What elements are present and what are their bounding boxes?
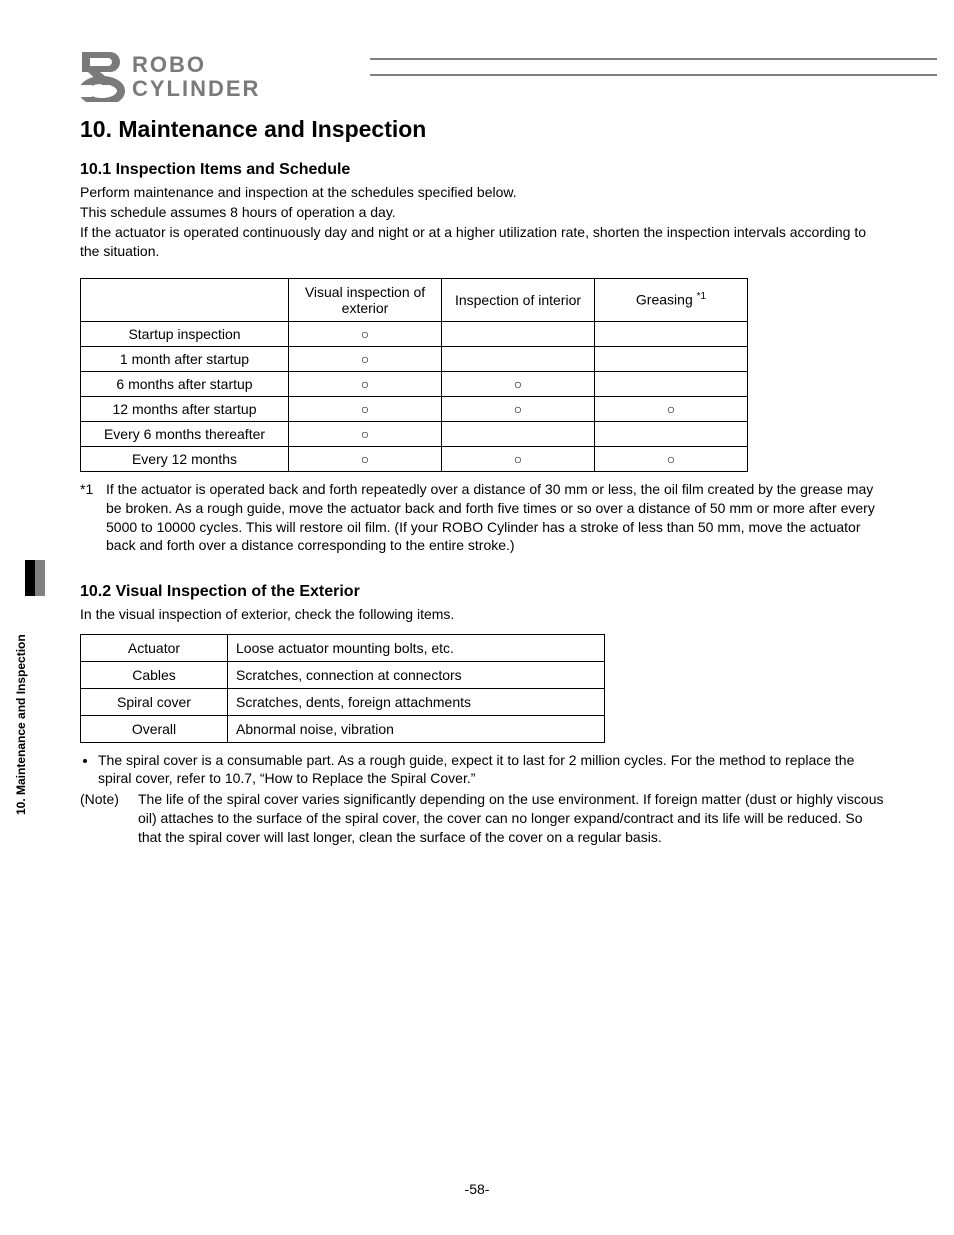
- bullet-spiral-cover: The spiral cover is a consumable part. A…: [98, 751, 884, 789]
- page-number: -58-: [0, 1181, 954, 1197]
- schedule-cell: [442, 321, 595, 346]
- section-10-1-p1: Perform maintenance and inspection at th…: [80, 183, 884, 201]
- schedule-header-visual: Visual inspection of exterior: [289, 278, 442, 321]
- logo-text-2: CYLINDER: [132, 76, 260, 101]
- vis-row: OverallAbnormal noise, vibration: [81, 715, 605, 742]
- schedule-cell: [442, 421, 595, 446]
- schedule-header-greasing: Greasing *1: [595, 278, 748, 321]
- schedule-cell: ○: [442, 371, 595, 396]
- schedule-row-label: 12 months after startup: [81, 396, 289, 421]
- footnote-1: *1 If the actuator is operated back and …: [80, 480, 884, 556]
- vis-row-check: Scratches, connection at connectors: [228, 661, 605, 688]
- schedule-row-label: 1 month after startup: [81, 346, 289, 371]
- schedule-row: Startup inspection○: [81, 321, 748, 346]
- bullet-list: The spiral cover is a consumable part. A…: [80, 751, 884, 789]
- schedule-row: Every 12 months○○○: [81, 446, 748, 471]
- schedule-cell: [595, 421, 748, 446]
- vis-row: CablesScratches, connection at connector…: [81, 661, 605, 688]
- schedule-row: 12 months after startup○○○: [81, 396, 748, 421]
- section-10-2-intro: In the visual inspection of exterior, ch…: [80, 605, 884, 623]
- vis-row: Spiral coverScratches, dents, foreign at…: [81, 688, 605, 715]
- schedule-cell: ○: [595, 446, 748, 471]
- header-rule-top: [370, 58, 937, 60]
- vis-row-item: Cables: [81, 661, 228, 688]
- schedule-row: Every 6 months thereafter○: [81, 421, 748, 446]
- schedule-row: 1 month after startup○: [81, 346, 748, 371]
- schedule-cell: ○: [289, 346, 442, 371]
- schedule-cell: [595, 321, 748, 346]
- schedule-row-label: Startup inspection: [81, 321, 289, 346]
- schedule-row-label: Every 12 months: [81, 446, 289, 471]
- chapter-title: 10. Maintenance and Inspection: [80, 116, 884, 143]
- visual-inspection-table: ActuatorLoose actuator mounting bolts, e…: [80, 634, 605, 743]
- footnote-1-text: If the actuator is operated back and for…: [106, 480, 884, 556]
- vis-row-item: Spiral cover: [81, 688, 228, 715]
- schedule-cell: ○: [595, 396, 748, 421]
- schedule-cell: [595, 346, 748, 371]
- schedule-row: 6 months after startup○○: [81, 371, 748, 396]
- schedule-cell: ○: [289, 421, 442, 446]
- schedule-cell: ○: [289, 396, 442, 421]
- schedule-row-label: Every 6 months thereafter: [81, 421, 289, 446]
- schedule-cell: ○: [442, 446, 595, 471]
- page-content: 10. Maintenance and Inspection 10.1 Insp…: [80, 116, 884, 847]
- schedule-cell: ○: [289, 371, 442, 396]
- schedule-cell: ○: [289, 321, 442, 346]
- vis-row-check: Loose actuator mounting bolts, etc.: [228, 634, 605, 661]
- section-10-1-p2: This schedule assumes 8 hours of operati…: [80, 203, 884, 221]
- note-text: The life of the spiral cover varies sign…: [138, 790, 884, 847]
- schedule-cell: ○: [289, 446, 442, 471]
- section-10-1-title: 10.1 Inspection Items and Schedule: [80, 161, 884, 179]
- robo-cylinder-logo: ROBO CYLINDER: [80, 50, 340, 105]
- schedule-header-blank: [81, 278, 289, 321]
- schedule-cell: [442, 346, 595, 371]
- section-10-1-p3: If the actuator is operated continuously…: [80, 223, 884, 259]
- logo-text-1: ROBO: [132, 52, 206, 77]
- header-rule-bottom: [370, 74, 937, 76]
- section-10-2-title: 10.2 Visual Inspection of the Exterior: [80, 583, 884, 601]
- vis-row-item: Overall: [81, 715, 228, 742]
- schedule-row-label: 6 months after startup: [81, 371, 289, 396]
- footnote-1-mark: *1: [80, 480, 106, 556]
- schedule-cell: ○: [442, 396, 595, 421]
- vis-row-check: Abnormal noise, vibration: [228, 715, 605, 742]
- schedule-table: Visual inspection of exterior Inspection…: [80, 278, 748, 472]
- vis-row: ActuatorLoose actuator mounting bolts, e…: [81, 634, 605, 661]
- note-mark: (Note): [80, 790, 138, 847]
- vis-row-check: Scratches, dents, foreign attachments: [228, 688, 605, 715]
- schedule-cell: [595, 371, 748, 396]
- note-block: (Note) The life of the spiral cover vari…: [80, 790, 884, 847]
- schedule-header-interior: Inspection of interior: [442, 278, 595, 321]
- brand-header: ROBO CYLINDER: [80, 50, 884, 76]
- vis-row-item: Actuator: [81, 634, 228, 661]
